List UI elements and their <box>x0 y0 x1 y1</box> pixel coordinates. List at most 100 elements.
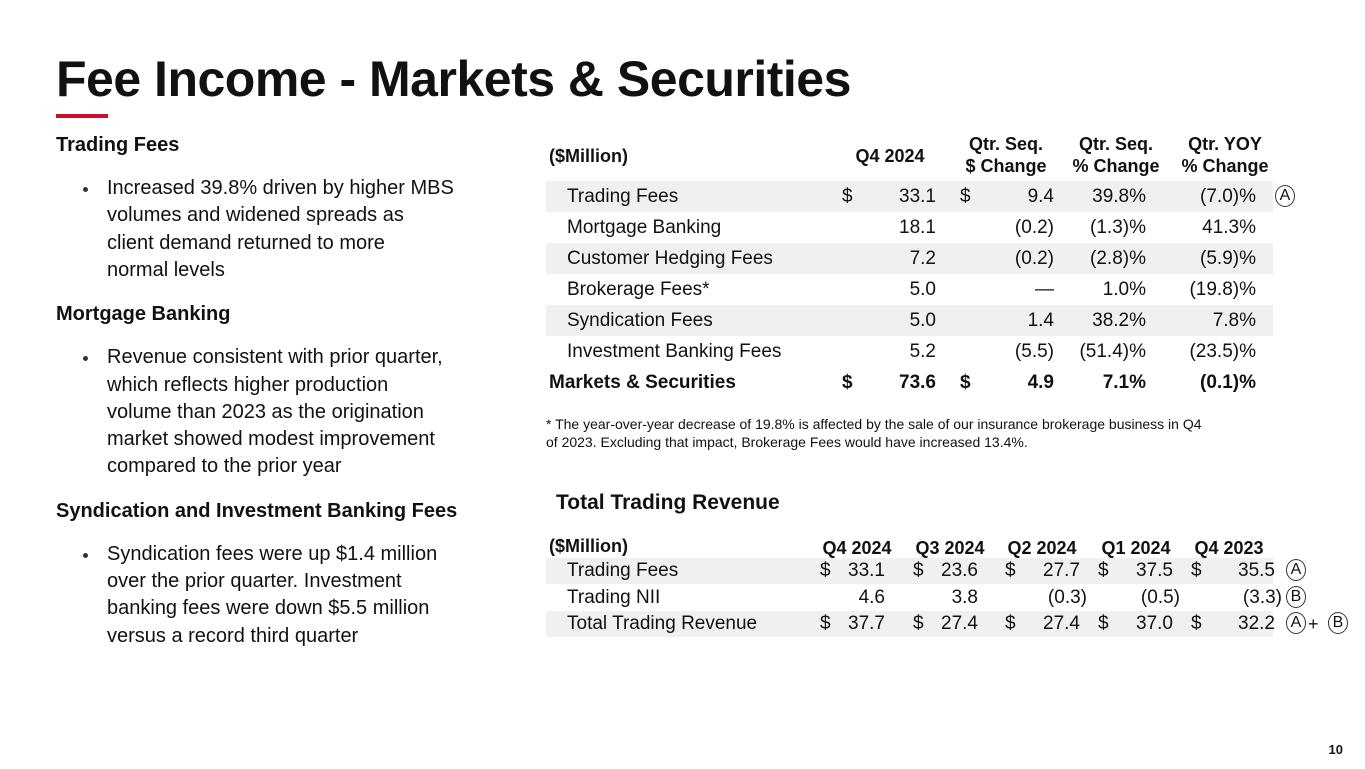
currency-sign: $ <box>913 613 924 634</box>
cell-value: (1.3)% <box>1090 217 1146 238</box>
currency-sign: $ <box>913 560 924 581</box>
row-label: Trading Fees <box>567 560 679 581</box>
row-label: Trading Fees <box>567 186 679 207</box>
row-marker: A <box>1286 559 1306 581</box>
cell-value: (23.5)% <box>1189 341 1256 362</box>
row-marker: B <box>1328 612 1348 634</box>
bullet-text: market showed modest improvement <box>107 428 435 451</box>
bullet-dot <box>83 552 88 558</box>
cell-value: 32.2 <box>1238 613 1275 634</box>
bullet-text: client demand returned to more <box>107 231 385 254</box>
bullet-text: volume than 2023 as the origination <box>107 400 424 423</box>
cell-value: 73.6 <box>899 372 936 393</box>
column-header: Qtr. Seq. <box>1078 134 1154 154</box>
footnote: of 2023. Excluding that impact, Brokerag… <box>546 434 1028 450</box>
slide-title: Fee Income - Markets & Securities <box>56 51 851 107</box>
row-label: Syndication Fees <box>567 310 713 331</box>
cell-value: 7.2 <box>909 248 936 269</box>
section-heading: Mortgage Banking <box>56 303 231 326</box>
currency-sign: $ <box>1098 613 1109 634</box>
column-header: ($Million) <box>549 536 628 556</box>
column-header: $ Change <box>965 156 1047 176</box>
currency-sign: $ <box>1098 560 1109 581</box>
title-underline <box>56 114 108 118</box>
cell-value: 35.5 <box>1238 560 1275 581</box>
cell-value: 7.8% <box>1212 310 1256 331</box>
page-number: 10 <box>1328 742 1343 757</box>
row-label: Brokerage Fees* <box>567 279 710 300</box>
cell-value: 5.2 <box>909 341 936 362</box>
bullet-text: volumes and widened spreads as <box>107 204 404 227</box>
cell-value: 5.0 <box>909 310 936 331</box>
cell-value: 33.1 <box>848 560 885 581</box>
cell-value: 37.7 <box>848 613 885 634</box>
bullet-text: versus a record third quarter <box>107 624 359 647</box>
cell-value: 5.0 <box>909 279 936 300</box>
bullet-text: normal levels <box>107 258 225 281</box>
column-header: Q4 2024 <box>855 146 925 166</box>
cell-value: (0.5) <box>1140 586 1180 608</box>
row-label: Markets & Securities <box>549 372 736 393</box>
cell-value: 37.0 <box>1136 613 1173 634</box>
bullet-dot <box>83 187 88 192</box>
currency-sign: $ <box>820 613 831 634</box>
cell-value: 7.1% <box>1102 372 1146 393</box>
section-heading: Trading Fees <box>56 134 180 156</box>
footnote: * The year-over-year decrease of 19.8% i… <box>546 416 1202 432</box>
cell-value: (0.2) <box>1014 248 1054 269</box>
column-header: Q2 2024 <box>1007 538 1077 558</box>
cell-value: 18.1 <box>899 217 936 238</box>
column-header: ($Million) <box>549 146 628 166</box>
row-label: Investment Banking Fees <box>567 341 782 362</box>
cell-value: (5.9)% <box>1200 248 1256 269</box>
marker-operator: + <box>1308 614 1319 634</box>
section-heading: Syndication and Investment Banking Fees <box>56 499 458 522</box>
cell-value: 33.1 <box>899 186 936 207</box>
bullet-text: banking fees were down $5.5 million <box>107 597 430 620</box>
bullet-text: over the prior quarter. Investment <box>107 570 402 592</box>
currency-sign: $ <box>842 372 853 393</box>
bullet-text: compared to the prior year <box>107 455 342 478</box>
cell-value: (0.2) <box>1014 217 1054 238</box>
row-shading <box>546 181 1273 212</box>
cell-value: (2.8)% <box>1090 248 1146 269</box>
row-marker: B <box>1286 585 1306 608</box>
table-title: Total Trading Revenue <box>556 491 780 514</box>
cell-value: 27.4 <box>941 613 978 634</box>
column-header: Qtr. Seq. <box>968 134 1044 154</box>
bullet-dot <box>83 356 88 362</box>
row-label: Customer Hedging Fees <box>567 248 773 269</box>
currency-sign: $ <box>1005 613 1016 634</box>
column-header: Q4 2023 <box>1194 538 1264 558</box>
currency-sign: $ <box>960 372 971 393</box>
cell-value: 4.6 <box>858 586 885 608</box>
cell-value: 27.4 <box>1043 613 1080 634</box>
row-shading <box>546 558 1273 584</box>
bullet-text: which reflects higher production <box>107 373 389 396</box>
cell-value: (7.0)% <box>1200 186 1256 207</box>
cell-value: 1.0% <box>1102 279 1146 300</box>
row-shading <box>546 611 1273 637</box>
bullet-text: Revenue consistent with prior quarter, <box>107 346 443 369</box>
currency-sign: $ <box>820 560 831 581</box>
row-marker: A <box>1275 185 1295 207</box>
row-label: Mortgage Banking <box>567 217 722 238</box>
cell-value: 23.6 <box>941 560 978 581</box>
cell-value: (5.5) <box>1014 341 1054 362</box>
cell-value: (0.3) <box>1047 586 1087 608</box>
row-marker: A <box>1286 612 1306 634</box>
currency-sign: $ <box>960 186 971 207</box>
column-header: % Change <box>1181 156 1269 176</box>
cell-value: 4.9 <box>1027 372 1054 393</box>
bullet-text: Syndication fees were up $1.4 million <box>107 542 438 565</box>
cell-value: 38.2% <box>1092 310 1146 331</box>
bullet-text: Increased 39.8% driven by higher MBS <box>107 177 454 199</box>
row-label: Trading NII <box>567 586 661 608</box>
cell-value: 37.5 <box>1136 560 1173 581</box>
column-header: Q3 2024 <box>915 538 985 558</box>
cell-value: 1.4 <box>1027 310 1054 331</box>
cell-value: (3.3) <box>1242 586 1282 608</box>
row-shading <box>546 305 1273 336</box>
cell-value: 41.3% <box>1202 217 1256 238</box>
cell-value: (51.4)% <box>1079 341 1146 362</box>
